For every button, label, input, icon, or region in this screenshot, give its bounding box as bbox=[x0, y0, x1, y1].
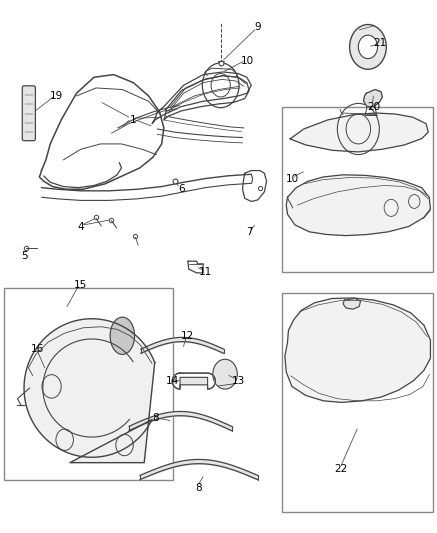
Polygon shape bbox=[286, 175, 430, 236]
Text: 8: 8 bbox=[152, 414, 159, 423]
FancyBboxPatch shape bbox=[22, 86, 35, 141]
Text: 4: 4 bbox=[77, 222, 84, 231]
Polygon shape bbox=[343, 298, 361, 309]
Text: 19: 19 bbox=[50, 91, 63, 101]
Text: 21: 21 bbox=[374, 38, 387, 47]
Text: 11: 11 bbox=[199, 267, 212, 277]
Text: 14: 14 bbox=[166, 376, 179, 386]
Text: 9: 9 bbox=[254, 22, 261, 31]
Text: 15: 15 bbox=[74, 280, 87, 290]
Bar bbox=[282, 293, 433, 512]
Polygon shape bbox=[285, 298, 430, 402]
Text: 13: 13 bbox=[232, 376, 245, 386]
Bar bbox=[4, 288, 173, 480]
Polygon shape bbox=[110, 317, 135, 354]
Text: 20: 20 bbox=[367, 102, 380, 111]
Text: 7: 7 bbox=[246, 227, 253, 237]
Text: 22: 22 bbox=[334, 464, 347, 474]
Text: 1: 1 bbox=[130, 115, 137, 125]
Text: 6: 6 bbox=[178, 184, 185, 194]
Text: 5: 5 bbox=[21, 251, 28, 261]
Text: 8: 8 bbox=[195, 483, 202, 492]
Polygon shape bbox=[290, 113, 428, 152]
Polygon shape bbox=[24, 319, 155, 463]
Circle shape bbox=[213, 359, 237, 389]
Text: 12: 12 bbox=[181, 331, 194, 341]
Circle shape bbox=[350, 25, 386, 69]
Text: 10: 10 bbox=[240, 56, 253, 66]
Circle shape bbox=[358, 35, 378, 59]
Polygon shape bbox=[172, 373, 215, 389]
Polygon shape bbox=[364, 90, 382, 107]
Bar bbox=[282, 107, 433, 272]
Text: 16: 16 bbox=[31, 344, 44, 354]
Text: 10: 10 bbox=[286, 174, 299, 183]
